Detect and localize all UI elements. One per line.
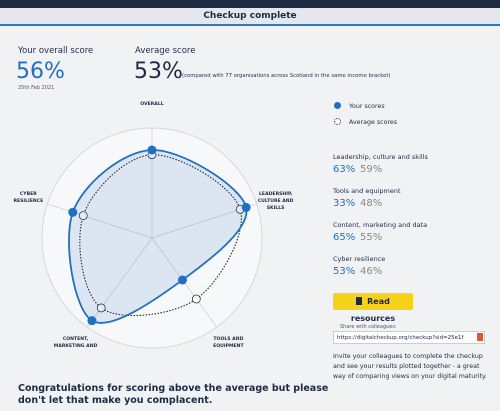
score-label: Leadership, culture and skills — [333, 153, 428, 161]
axis-label: TOOLS AND EQUIPMENT — [213, 337, 244, 350]
score-point — [147, 145, 157, 155]
header-title: Checkup complete — [0, 8, 500, 26]
average-point — [191, 294, 201, 304]
score-point — [241, 202, 251, 212]
legend-item: Your scores — [334, 102, 385, 110]
average-point — [78, 211, 88, 221]
copy-icon[interactable] — [477, 333, 483, 341]
score-point — [87, 316, 97, 326]
axis-label: CONTENT, MARKETING AND — [53, 337, 98, 350]
top-bar — [0, 0, 500, 8]
legend-label: Average scores — [349, 119, 398, 126]
legend-swatch — [334, 102, 341, 109]
average-score: 55% — [360, 232, 383, 243]
axis-label: OVERALL — [140, 102, 164, 107]
share-url[interactable]: https://digitalcheckup.org/checkup?sid=2… — [333, 331, 485, 344]
legend-item: Average scores — [334, 118, 397, 126]
score-label: Content, marketing and data — [333, 221, 428, 229]
average-label: Average score — [135, 46, 196, 56]
score-label: Cyber resilience — [333, 255, 386, 263]
read-resources-button[interactable]: Read resources — [333, 293, 413, 323]
your-score: 53% — [333, 266, 356, 277]
your-score: 63% — [333, 164, 356, 175]
average-score: 59% — [360, 164, 383, 175]
invite-text: Invite your colleagues to complete the c… — [333, 353, 487, 380]
spoke — [87, 237, 153, 328]
score-area — [68, 149, 248, 324]
legend-label: Your scores — [349, 103, 385, 110]
message: Congratulations for scoring above the av… — [18, 383, 329, 406]
overall-label: Your overall score — [18, 46, 94, 56]
average-line — [79, 154, 242, 317]
score-label: Tools and equipment — [333, 187, 401, 195]
score-point — [177, 275, 187, 285]
average-note: (compared with 77 organisations across S… — [182, 73, 391, 79]
axis-label: CYBER RESILIENCE — [13, 191, 44, 204]
your-score: 65% — [333, 232, 356, 243]
average-point — [96, 303, 106, 313]
overall-value: 56% — [16, 59, 65, 84]
button-label[interactable]: Read resources — [350, 297, 396, 323]
spoke — [47, 203, 153, 239]
legend-swatch — [334, 118, 341, 125]
average-value: 53% — [134, 59, 183, 84]
overall-date: 25th Feb 2021 — [18, 85, 55, 91]
average-score: 48% — [360, 198, 383, 209]
score-point — [68, 207, 78, 217]
share-label: Share with colleagues: — [340, 324, 397, 330]
average-score: 46% — [360, 266, 383, 277]
your-score: 33% — [333, 198, 356, 209]
axis-label: LEADERSHIP, CULTURE AND SKILLS — [257, 191, 294, 211]
